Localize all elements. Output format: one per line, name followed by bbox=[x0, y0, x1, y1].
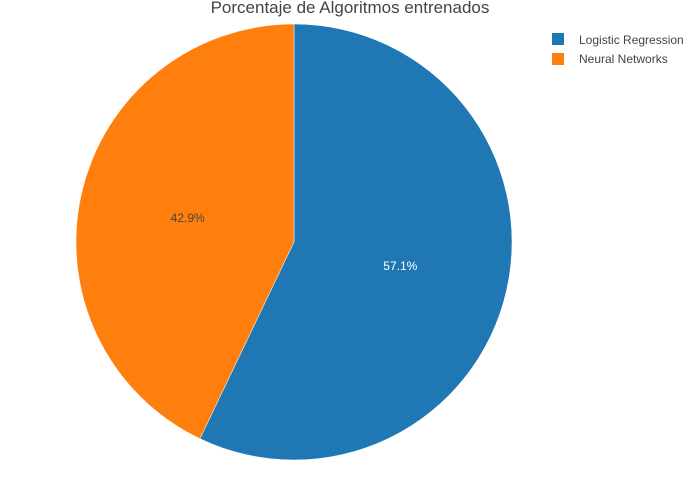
pie-slice-labels: 57.1% 42.9% bbox=[171, 211, 418, 273]
pie-slice-logistic-regression[interactable] bbox=[199, 23, 513, 461]
slice-label-neural-networks: 42.9% bbox=[171, 211, 205, 225]
legend-label-neural-networks: Neural Networks bbox=[579, 52, 668, 66]
legend-label-logistic-regression: Logistic Regression bbox=[579, 33, 684, 47]
legend-swatch-logistic-regression bbox=[552, 33, 564, 45]
legend-item-logistic-regression[interactable]: Logistic Regression bbox=[552, 33, 684, 47]
legend: Logistic Regression Neural Networks bbox=[552, 33, 684, 66]
chart-title: Porcentaje de Algoritmos entrenados bbox=[211, 0, 490, 17]
pie-slices bbox=[75, 23, 513, 461]
legend-swatch-neural-networks bbox=[552, 53, 564, 65]
pie-slice-neural-networks[interactable] bbox=[75, 23, 295, 439]
slice-label-logistic-regression: 57.1% bbox=[383, 259, 417, 273]
legend-item-neural-networks[interactable]: Neural Networks bbox=[552, 52, 668, 66]
